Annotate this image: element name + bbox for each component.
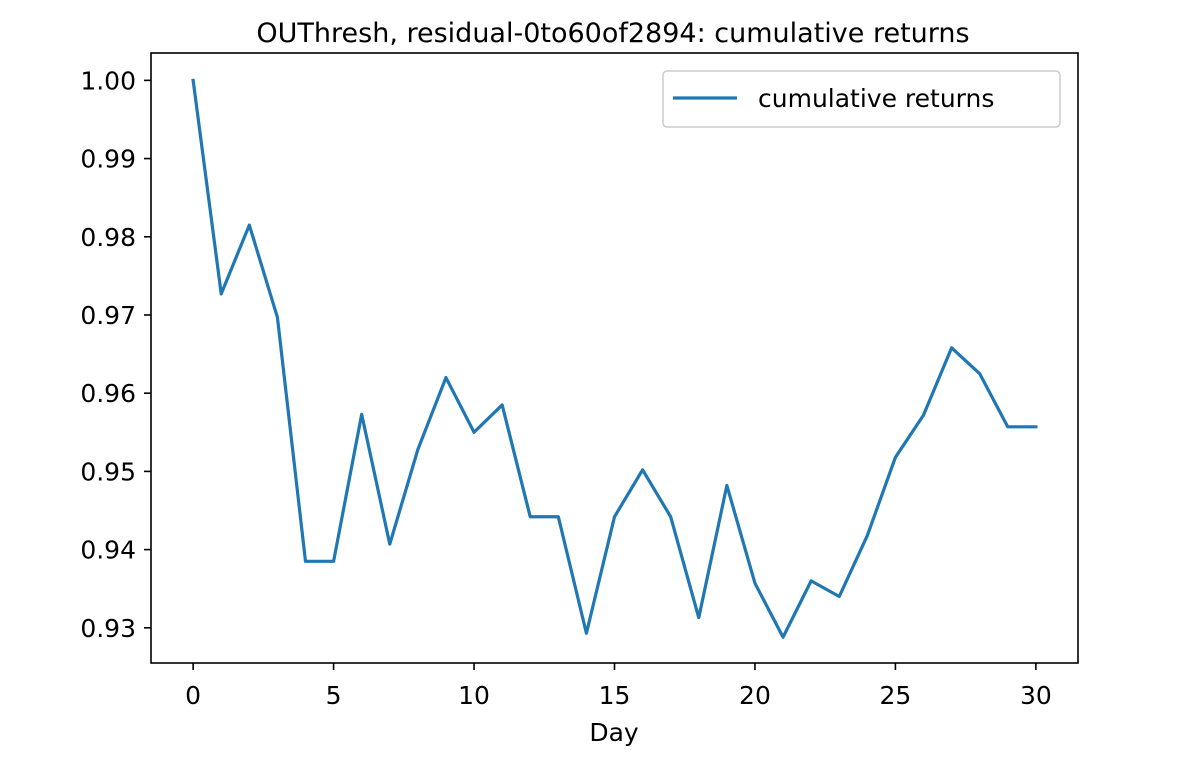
y-tick-label: 0.96 <box>80 379 136 408</box>
y-tick-label: 0.93 <box>80 614 136 643</box>
x-tick-label: 25 <box>880 681 912 710</box>
y-tick-label: 0.95 <box>80 457 136 486</box>
y-tick-label: 0.98 <box>80 223 136 252</box>
x-tick-label: 5 <box>326 681 342 710</box>
series-line-cumulative-returns <box>191 78 1038 639</box>
y-tick-label: 0.97 <box>80 301 136 330</box>
legend-box <box>662 70 1061 128</box>
legend-label: cumulative returns <box>758 84 994 113</box>
legend: cumulative returns <box>662 70 1061 128</box>
x-tick-label: 20 <box>739 681 771 710</box>
x-axis: 0 5 10 15 20 25 30 <box>185 663 1052 710</box>
x-tick-label: 15 <box>599 681 631 710</box>
series-layer <box>191 78 1038 639</box>
plot-area-frame <box>150 52 1079 664</box>
y-tick-label: 0.99 <box>80 145 136 174</box>
y-tick-label: 1.00 <box>80 66 136 95</box>
y-axis: 0.93 0.94 0.95 0.96 0.97 0.98 0.99 1.00 <box>80 66 151 643</box>
x-tick-label: 30 <box>1020 681 1052 710</box>
chart-title: OUThresh, residual-0to60of2894: cumulati… <box>256 18 969 49</box>
x-tick-label: 10 <box>458 681 490 710</box>
y-tick-label: 0.94 <box>80 536 136 565</box>
x-axis-label: Day <box>589 718 639 747</box>
x-tick-label: 0 <box>185 681 201 710</box>
